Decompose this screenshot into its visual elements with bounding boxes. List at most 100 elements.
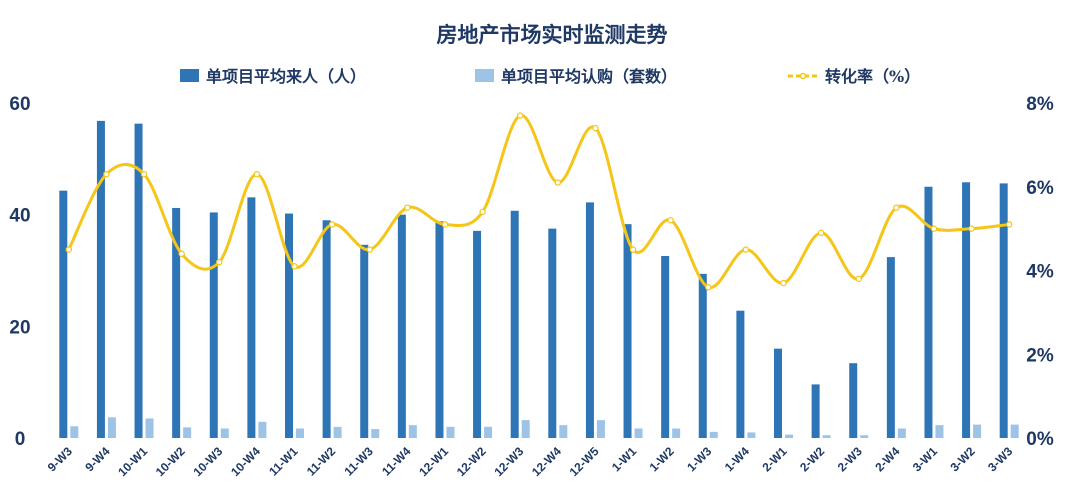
bar-subscriptions xyxy=(145,418,154,438)
bar-visitors xyxy=(322,220,331,438)
bar-visitors xyxy=(397,214,406,438)
conversion-point xyxy=(253,170,261,178)
y-right-tick-label: 2% xyxy=(1026,345,1054,366)
x-tick-label: 2-W3 xyxy=(835,444,865,474)
x-tick-label: 9-W4 xyxy=(82,444,112,474)
legend-swatch-subscriptions xyxy=(475,69,494,82)
conversion-line-path xyxy=(67,114,1010,289)
bar-subscriptions xyxy=(709,431,718,438)
bar-subscriptions xyxy=(408,425,417,438)
x-tick-label: 11-W2 xyxy=(304,444,339,479)
x-tick-label: 3-W1 xyxy=(910,444,940,474)
bar-subscriptions xyxy=(747,432,756,438)
bar-subscriptions xyxy=(672,428,681,438)
y-left-tick-label: 0 xyxy=(15,429,26,450)
bar-subscriptions xyxy=(897,428,906,438)
bar-visitors xyxy=(435,221,444,438)
bar-subscriptions xyxy=(484,426,493,438)
x-tick-label: 11-W1 xyxy=(266,444,301,479)
bar-visitors xyxy=(924,186,933,438)
conversion-point xyxy=(291,263,298,270)
bar-subscriptions xyxy=(258,421,267,438)
bar-subscriptions xyxy=(559,425,568,438)
bar-visitors xyxy=(473,230,482,438)
bar-visitors xyxy=(623,224,632,438)
y-right-tick-label: 4% xyxy=(1026,262,1054,283)
x-tick-label: 12-W5 xyxy=(567,444,602,479)
bar-visitors xyxy=(96,120,105,438)
bar-visitors xyxy=(661,255,670,438)
bar-subscriptions xyxy=(70,426,79,438)
legend-label-visitors: 单项目平均来人（人） xyxy=(206,67,366,86)
conversion-point xyxy=(705,284,712,291)
bar-visitors xyxy=(172,207,181,438)
y-left-tick-label: 40 xyxy=(9,206,30,227)
x-tick-label: 11-W4 xyxy=(379,444,414,479)
bar-subscriptions xyxy=(785,434,793,438)
bar-subscriptions xyxy=(107,417,116,438)
conversion-point xyxy=(1005,221,1013,228)
bar-visitors xyxy=(209,212,218,438)
bar-visitors xyxy=(736,310,745,438)
x-tick-label: 10-W3 xyxy=(190,444,225,479)
x-tick-label: 3-W2 xyxy=(948,444,978,474)
bar-subscriptions xyxy=(860,435,869,438)
conversion-point xyxy=(65,246,73,253)
x-tick-label: 9-W3 xyxy=(45,444,75,474)
x-tick-label: 12-W4 xyxy=(529,444,564,479)
bar-subscriptions xyxy=(1010,424,1019,438)
bar-subscriptions xyxy=(371,429,380,438)
bar-visitors xyxy=(510,210,519,438)
bar-subscriptions xyxy=(446,426,455,438)
x-tick-label: 12-W3 xyxy=(491,444,526,479)
legend: 单项目平均来人（人） 单项目平均认购（套数） 转化率（%） xyxy=(180,67,920,86)
bar-visitors xyxy=(360,244,369,438)
conversion-point xyxy=(893,204,900,211)
x-tick-label: 1-W4 xyxy=(722,444,752,474)
bar-subscriptions xyxy=(973,424,982,438)
conversion-point xyxy=(554,179,562,186)
bar-subscriptions xyxy=(822,435,831,438)
x-tick-label: 12-W1 xyxy=(416,444,451,479)
conversion-point xyxy=(441,221,449,228)
bar-visitors xyxy=(134,123,143,439)
bar-visitors xyxy=(585,202,594,438)
y-right-tick-label: 8% xyxy=(1026,94,1054,115)
conversion-point xyxy=(479,208,486,216)
y-left-tick-label: 60 xyxy=(9,94,30,115)
x-tick-label: 12-W2 xyxy=(454,444,489,479)
conversion-point xyxy=(592,124,599,132)
conversion-point xyxy=(404,204,411,211)
bar-subscriptions xyxy=(220,428,229,438)
y-right-tick-label: 0% xyxy=(1026,429,1054,450)
bar-visitors xyxy=(962,182,971,438)
chart-title: 房地产市场实时监测走势 xyxy=(437,22,668,47)
conversion-point xyxy=(103,170,110,178)
y-axis-right: 0% 2% 4% 6% 8% xyxy=(1026,94,1054,450)
conversion-point xyxy=(742,246,750,253)
conversion-point xyxy=(855,275,862,283)
legend-swatch-visitors xyxy=(180,69,199,82)
conversion-line xyxy=(65,112,1013,291)
conversion-point xyxy=(629,246,637,253)
conversion-point xyxy=(817,229,825,237)
bar-visitors xyxy=(886,257,895,438)
x-tick-label: 2-W4 xyxy=(872,444,902,474)
bar-subscriptions xyxy=(596,420,605,438)
x-tick-label: 1-W2 xyxy=(647,444,677,474)
bar-subscriptions xyxy=(333,426,342,438)
bar-subscriptions xyxy=(521,420,530,438)
legend-marker-conversion xyxy=(799,72,807,80)
bar-subscriptions xyxy=(183,427,192,438)
y-left-tick-label: 20 xyxy=(9,317,30,338)
x-tick-label: 10-W2 xyxy=(153,444,188,479)
x-tick-label: 2-W2 xyxy=(797,444,827,474)
x-tick-label: 1-W1 xyxy=(609,444,639,474)
bar-visitors xyxy=(774,348,782,438)
bar-visitors xyxy=(849,363,858,438)
bars xyxy=(59,120,1019,439)
x-tick-label: 2-W1 xyxy=(759,444,789,474)
legend-label-conversion: 转化率（%） xyxy=(825,67,920,86)
conversion-point xyxy=(366,246,373,253)
